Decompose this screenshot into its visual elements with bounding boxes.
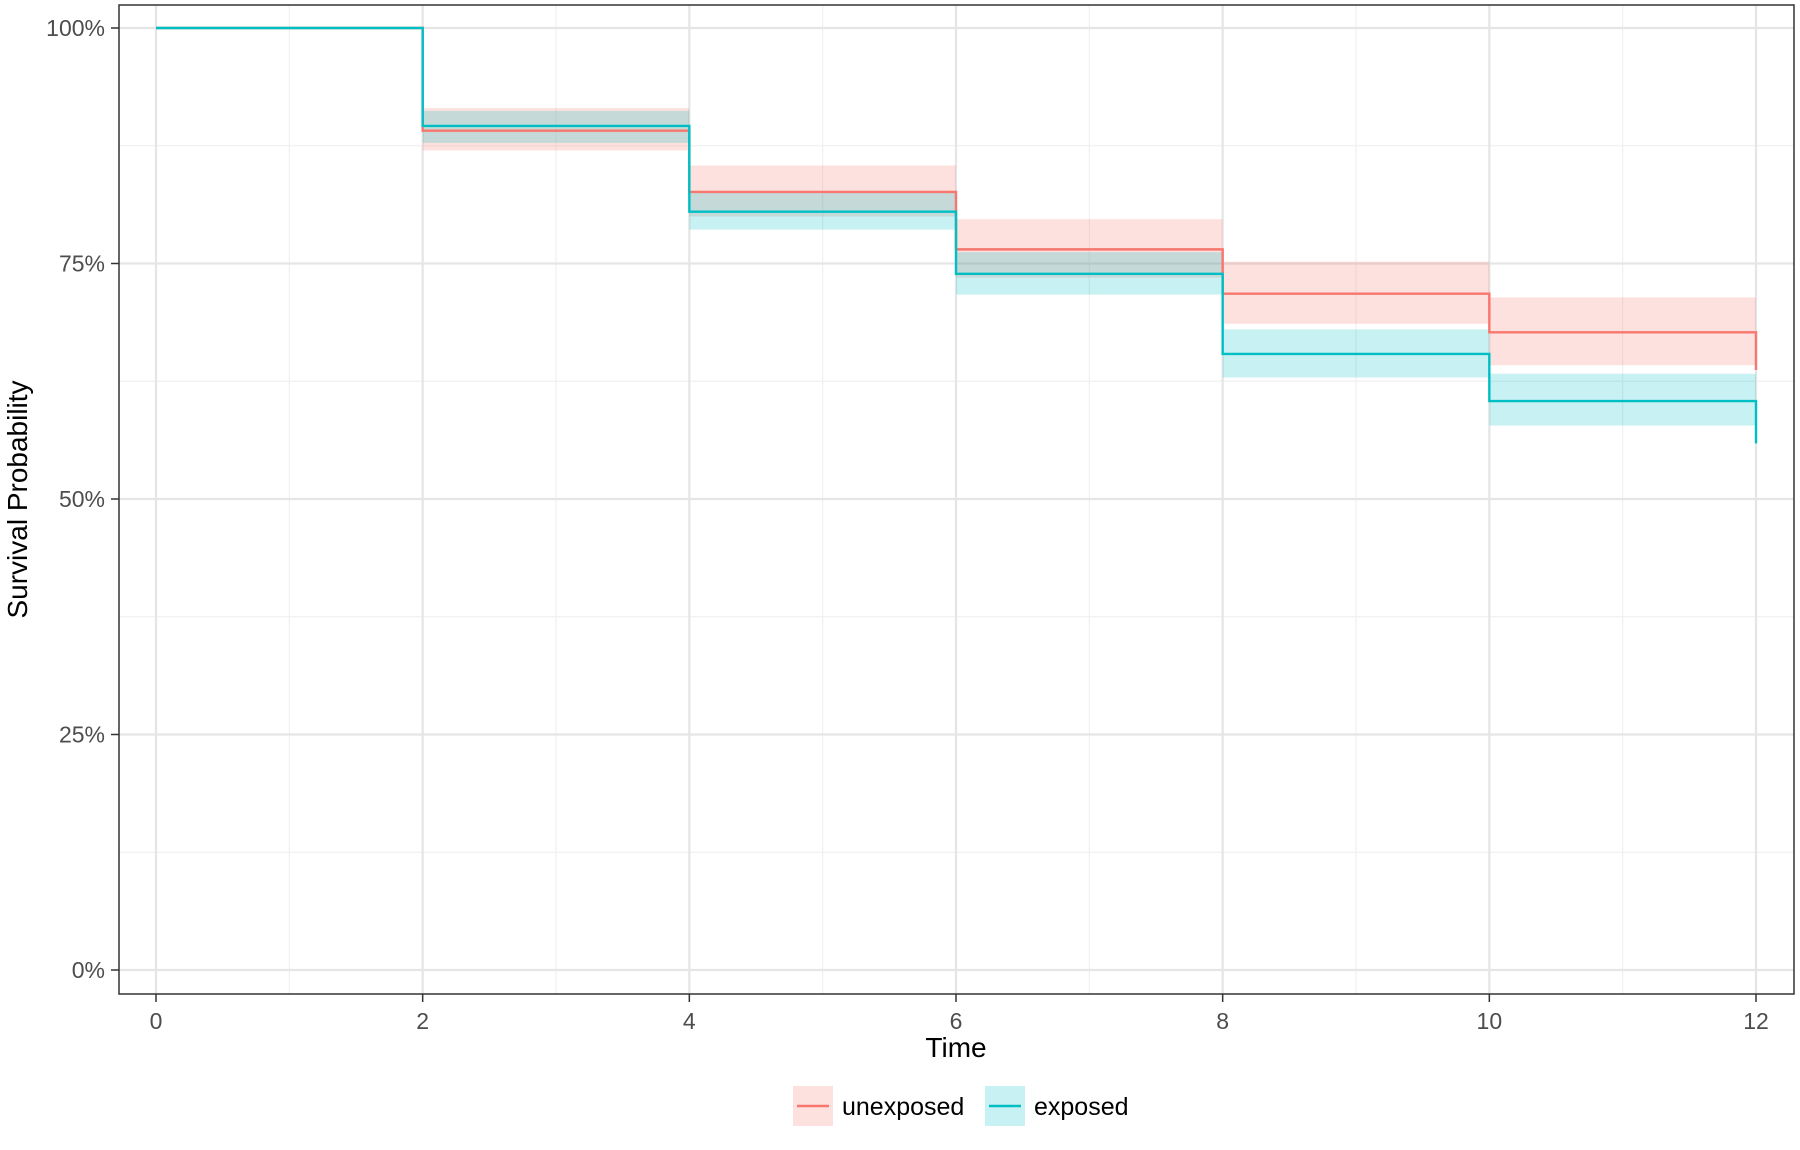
- legend-label-exposed: exposed: [1034, 1093, 1129, 1121]
- survival-curves: [156, 26, 1758, 444]
- y-tick-label: 0%: [72, 957, 105, 983]
- x-tick-label: 10: [1477, 1008, 1503, 1034]
- legend: unexposed exposed: [793, 1086, 1129, 1126]
- x-tick-label: 0: [150, 1008, 163, 1034]
- y-axis-ticks: 0% 25% 50% 75% 100%: [46, 15, 119, 983]
- legend-label-unexposed: unexposed: [842, 1093, 964, 1121]
- x-axis-ticks: 0 2 4 6 8 10 12: [150, 994, 1769, 1034]
- y-axis-title: Survival Probability: [2, 380, 33, 618]
- confidence-band-exposed: [1489, 373, 1756, 426]
- x-tick-label: 6: [950, 1008, 963, 1034]
- x-tick-label: 4: [683, 1008, 696, 1034]
- x-tick-label: 8: [1216, 1008, 1229, 1034]
- grid-lines: [119, 5, 1794, 994]
- confidence-band-unexposed: [422, 108, 690, 151]
- y-tick-label: 25%: [59, 722, 105, 748]
- y-tick-label: 75%: [59, 251, 105, 277]
- survival-curve-exposed: [156, 26, 1758, 444]
- y-tick-label: 50%: [59, 486, 105, 512]
- x-axis-title: Time: [925, 1032, 986, 1063]
- x-tick-label: 12: [1743, 1008, 1769, 1034]
- x-tick-label: 2: [416, 1008, 429, 1034]
- y-tick-label: 100%: [46, 15, 105, 41]
